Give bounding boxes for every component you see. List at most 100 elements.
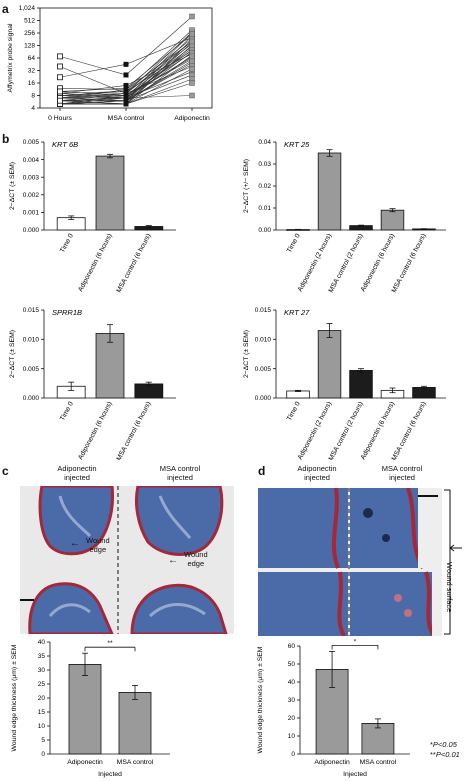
bar-b4 [349,370,373,399]
x-tick-label-b2: MSA control (6 hours) [391,233,428,294]
gene-name-b1: KRT 6B [52,140,78,149]
y-tick-label-c: 10 [38,723,46,730]
y-tick-label-c: 15 [38,709,46,716]
point-adiponectin [189,31,195,37]
panel-d: d Adiponectin injected MSA control injec… [240,462,474,637]
panel-b: b 0.000 0.001 0.002 0.003 0.004 0.005 2−ΔCT (±… [0,130,474,460]
panel-label-b: b [2,132,10,146]
y-tick-label-b1: 0.004 [23,157,40,164]
histology-drawing-c [20,486,228,634]
y-tick-label-a: 8 [31,93,35,100]
point-0h [57,63,63,70]
y-tick-label-b2: 0.04 [258,139,271,146]
y-tick-label-a: 16 [28,80,36,87]
point-0h [57,88,63,95]
y-tick-label-b2: 0.03 [258,161,271,168]
point-adiponectin [189,92,195,99]
bar-b4 [412,387,436,399]
y-tick-label-b1: 0.001 [23,210,40,217]
chart-b-svg: 0.000 0.001 0.002 0.003 0.004 0.005 2−ΔCT (± S… [9,139,446,460]
y-tick-label-b1: 0.002 [23,192,40,199]
y-tick-label-b3: 0.005 [23,366,40,373]
x-tick-label-c: MSA control [117,759,154,766]
x-tick-label-b4: Adiponectin (2 hours) [297,401,334,460]
gene-name-b3: SPRR1B [52,308,82,317]
x-tick-label-b1: Adiponectin (6 hours) [77,233,114,293]
y-tick-label-a: 256 [24,30,35,37]
x-tick-label-b1: MSA control (6 hours) [116,233,153,294]
y-tick-label-b2: 0.00 [258,227,271,234]
bar-b1 [95,155,125,231]
y-tick-label-a: 32 [28,68,36,75]
point-adiponectin [189,66,195,72]
arrow-icon: ← [70,538,80,549]
x-tick-label-a: 0 Hours [48,115,72,122]
bar-b4 [317,330,342,399]
y-axis-label-b3: 2−ΔCT (± SEM) [9,330,16,378]
wound-surface-label: Wound surface [445,562,454,613]
y-tick-label-b3: 0.015 [23,307,40,314]
y-axis-label-a: Affymetrix probe signal [7,23,14,92]
point-0h [57,97,63,104]
y-axis-label-d: Wound edge thickness (μm) ± SEM [257,646,264,753]
point-msa [123,90,129,96]
y-tick-label-d: 0 [291,751,295,758]
wound-surface-bracket [444,489,462,635]
col-label-adiponectin-d: Adiponectin injected [297,464,337,482]
y-tick-label-d: 50 [288,661,296,668]
point-adiponectin [189,13,195,20]
sig-star-d: * [354,638,357,645]
y-tick-label-b3: 0.000 [23,395,40,402]
x-tick-label-b4: Time 0 [286,400,302,422]
x-tick-label-d: Adiponectin [314,759,350,766]
col-label-msa-c: MSA control injected [159,464,201,482]
y-tick-label-a: 4 [31,105,35,112]
bar-d [361,723,395,755]
bar-b2 [317,152,342,231]
y-axis-label-b4: 2−ΔCT (± SEM) [243,330,250,378]
y-tick-label-c: 25 [38,681,46,688]
sig-star-c: ** [107,640,113,647]
x-tick-label-b3: Adiponectin (6 hours) [77,401,114,460]
y-tick-label-d: 40 [288,679,296,686]
significance-footnote: *P<0.05 **P<0.01 [430,740,460,759]
y-tick-label-c: 35 [38,653,46,660]
y-tick-label-d: 10 [288,733,296,740]
x-tick-label-b3: Time 0 [59,400,75,422]
chart-cd-svg: 0 5 10 15 20 25 30 35 40 Wound edge thickness (μm… [11,638,410,778]
point-adiponectin [189,53,195,60]
y-tick-label-b1: 0.000 [23,227,40,234]
col-label-adiponectin-c: Adiponectin injected [57,464,97,482]
y-tick-label-a: 128 [24,43,35,50]
bar-d [315,669,349,755]
chart-a-svg: 4 8 16 32 64 128 256 512 1,024 0 Hours MSA control… [7,5,213,122]
wound-edge-label-c2: Wound edge [184,550,208,568]
y-tick-label-b1: 0.003 [23,174,40,181]
x-tick-label-a: Adiponectin [174,115,210,122]
x-tick-label-b1: Time 0 [59,232,75,254]
y-tick-label-c: 20 [38,695,46,702]
y-tick-label-b2: 0.02 [258,183,271,190]
x-tick-label-b3: MSA control (6 hours) [116,401,153,460]
x-axis-label-c: Injected [98,771,122,778]
bar-c [118,692,152,755]
bar-b3 [95,333,125,399]
y-tick-label-b1: 0.005 [23,139,40,146]
x-tick-label-b2: Time 0 [286,232,302,254]
y-tick-label-a: 64 [28,55,36,62]
y-axis-label-b2: 2−ΔCT (+/− SEM) [243,159,250,213]
histology-image-d [258,488,442,636]
histology-image-c [20,486,234,634]
gene-name-b2: KRT 25 [284,140,310,149]
x-tick-label-b2: Adiponectin (2 hours) [297,233,334,293]
bar-c [68,663,102,755]
point-msa [123,72,129,78]
x-tick-label-a: MSA control [108,115,145,122]
panel-label-c: c [2,464,9,478]
x-tick-label-b4: MSA control (2 hours) [328,401,365,460]
x-tick-label-b4: MSA control (6 hours) [391,401,428,460]
wound-edge-label-c1: Wound edge [86,536,110,554]
x-tick-label-b2: MSA control (2 hours) [328,233,365,294]
point-msa [123,85,129,91]
y-tick-label-c: 30 [38,667,46,674]
